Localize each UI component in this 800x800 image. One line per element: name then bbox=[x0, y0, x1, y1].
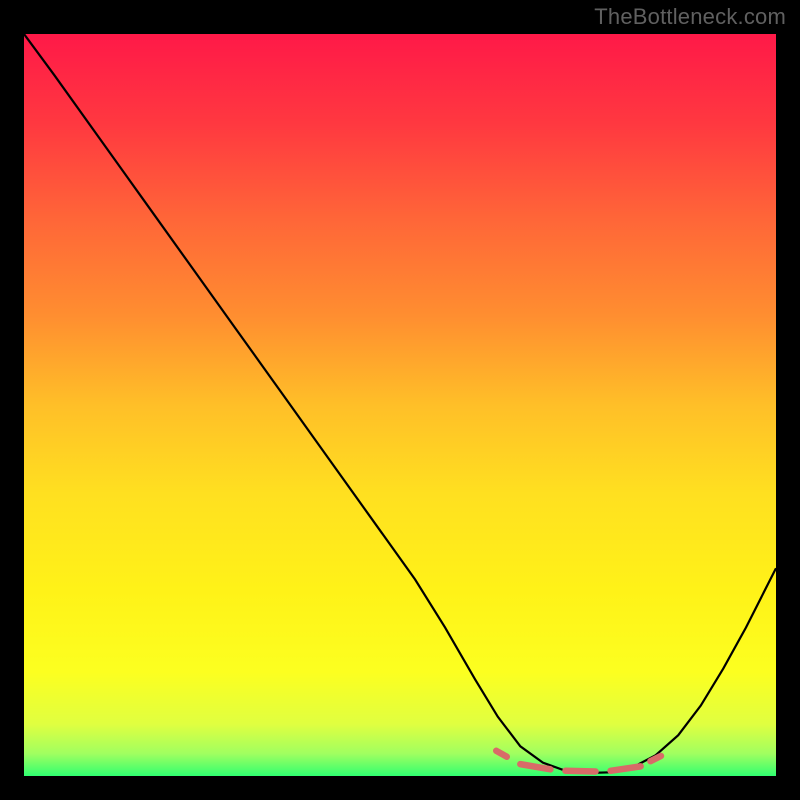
gradient-background bbox=[24, 34, 776, 776]
chart-svg bbox=[24, 34, 776, 776]
chart-container: TheBottleneck.com bbox=[0, 0, 800, 800]
optimal-dash-segment bbox=[565, 771, 595, 772]
watermark-text: TheBottleneck.com bbox=[594, 4, 786, 30]
plot-area bbox=[24, 34, 776, 776]
optimal-dash-segment bbox=[611, 766, 641, 770]
